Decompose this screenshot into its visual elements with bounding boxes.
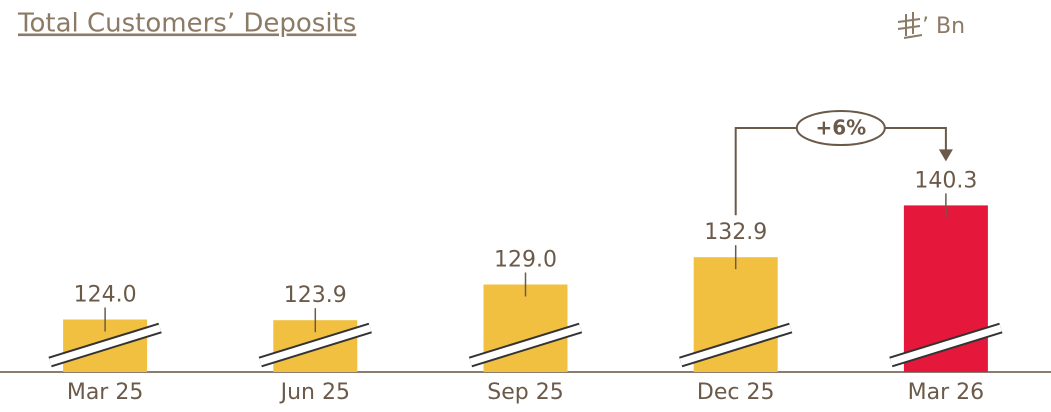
break-gap <box>259 324 372 366</box>
currency-icon <box>897 12 923 39</box>
chart-title: Total Customers’ Deposits <box>17 9 356 39</box>
break-gap <box>469 324 582 366</box>
x-tick-label: Mar 26 <box>908 380 985 405</box>
value-label: 124.0 <box>74 283 137 308</box>
break-gap <box>679 324 792 366</box>
annotation-badge <box>795 110 886 146</box>
unit-label: ’ Bn <box>922 14 965 39</box>
value-label: 123.9 <box>284 283 347 308</box>
x-tick-label: Jun 25 <box>279 380 350 405</box>
x-tick-label: Sep 25 <box>487 380 563 405</box>
value-label: 132.9 <box>704 220 767 245</box>
annotation-label: +6% <box>815 116 866 140</box>
value-label: 140.3 <box>914 168 977 193</box>
x-tick-label: Dec 25 <box>697 380 775 405</box>
x-tick-label: Mar 25 <box>67 380 144 405</box>
value-label: 129.0 <box>494 248 557 273</box>
break-gap <box>889 324 1002 366</box>
annotation-arrow <box>938 149 953 162</box>
break-gap <box>49 324 162 366</box>
